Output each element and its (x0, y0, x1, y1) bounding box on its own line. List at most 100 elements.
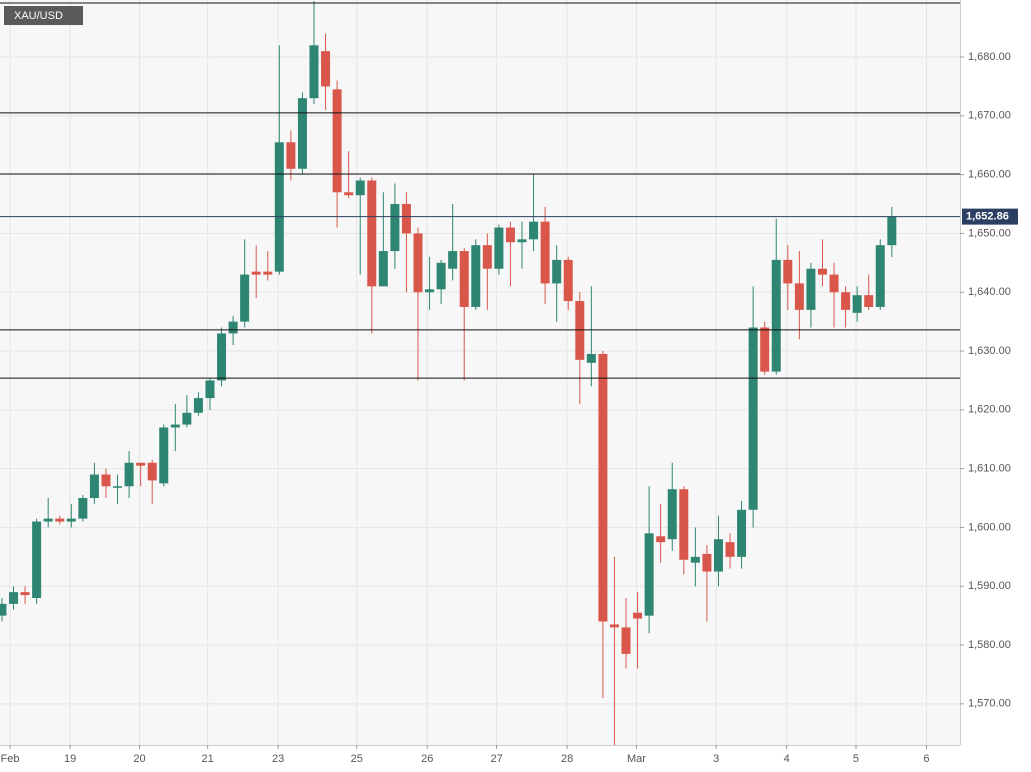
candle-body (9, 592, 19, 604)
x-tick-label: 23 (272, 753, 284, 765)
x-tick-label: 5 (853, 753, 859, 765)
title-box (4, 6, 83, 25)
candle-body (147, 462, 157, 481)
x-tick-label: 6 (923, 753, 929, 765)
candle-body (875, 245, 885, 307)
x-tick-label: 25 (351, 753, 363, 765)
candle-body (529, 221, 539, 240)
candle-body (413, 233, 423, 293)
candle-body (725, 542, 735, 557)
x-tick-label: 26 (421, 753, 433, 765)
candle-body (297, 98, 307, 169)
candle-body (89, 474, 99, 499)
candle-body (436, 262, 446, 290)
y-tick-label: 1,630.00 (968, 345, 1011, 357)
candle-body (817, 268, 827, 275)
candle-body (113, 486, 123, 488)
candle-body (78, 498, 88, 519)
x-tick-label: 21 (202, 753, 214, 765)
candle-body (0, 603, 7, 616)
candle-body (575, 301, 585, 360)
candle-body (713, 539, 723, 572)
candle-body (633, 612, 643, 619)
candle-body (344, 192, 354, 196)
x-tick-label: Mar (627, 753, 646, 765)
last-price-tag (962, 208, 1018, 225)
candle-body (679, 489, 689, 560)
candle-body (621, 627, 631, 654)
candle-body (182, 412, 192, 425)
x-tick-label: 3 (713, 753, 719, 765)
candle-body (448, 251, 458, 269)
candle-body (829, 274, 839, 293)
y-tick-label: 1,580.00 (968, 639, 1011, 651)
candle-body (251, 271, 261, 275)
candle-body (517, 239, 527, 243)
candle-body (887, 216, 897, 246)
candle-body (471, 245, 481, 307)
candle-body (552, 259, 562, 284)
candle-body (309, 45, 319, 99)
candle-body (332, 89, 342, 193)
plot-area (0, 0, 960, 745)
chart-title: XAU/USD (14, 10, 63, 22)
y-tick-label: 1,590.00 (968, 580, 1011, 592)
marks (0, 1, 897, 745)
y-tick-label: 1,610.00 (968, 463, 1011, 475)
candle-body (540, 221, 550, 284)
candle-body (667, 489, 677, 540)
candle-body (217, 333, 227, 381)
candle-body (760, 327, 770, 372)
x-tick-label: 4 (784, 753, 790, 765)
candle-body (702, 553, 712, 572)
candle-body (66, 518, 76, 522)
candle-body (240, 274, 250, 322)
y-tick-label: 1,670.00 (968, 110, 1011, 122)
candle-body (505, 227, 515, 243)
last-price-label: 1,652.86 (966, 211, 1009, 223)
x-tick-label: 20 (133, 753, 145, 765)
candle-body (32, 521, 42, 598)
candle-body (783, 259, 793, 284)
candle-body (748, 327, 758, 510)
grid (0, 0, 960, 745)
candle-body (378, 251, 388, 287)
candle-body (690, 556, 700, 563)
candle-body (771, 259, 781, 372)
candle-body (494, 227, 504, 269)
candle-body (170, 424, 180, 428)
candle-body (482, 245, 492, 269)
candle-body (794, 283, 804, 310)
candle-body (20, 592, 30, 596)
candle-body (321, 51, 331, 87)
candle-body (852, 295, 862, 313)
candle-body (390, 204, 400, 252)
candle-body (136, 462, 146, 466)
candle-body (55, 518, 65, 522)
candle-body (274, 142, 284, 272)
y-tick-label: 1,600.00 (968, 521, 1011, 533)
y-tick-label: 1,660.00 (968, 169, 1011, 181)
y-tick-label: 1,570.00 (968, 698, 1011, 710)
candle-body (101, 474, 111, 487)
candle-body (459, 251, 469, 307)
x-tick-label: 19 (64, 753, 76, 765)
candle-body (193, 398, 203, 413)
candle-body (644, 533, 654, 616)
candle-body (864, 295, 874, 307)
candle-body (43, 518, 53, 522)
x-tick-label: Feb (1, 753, 20, 765)
candle-body (737, 509, 747, 557)
candle-body (263, 271, 273, 275)
x-tick-label: 27 (490, 753, 502, 765)
candle-body (355, 180, 365, 196)
candle-body (609, 624, 619, 628)
candle-body (228, 321, 238, 334)
candle-body (656, 536, 666, 543)
y-tick-label: 1,680.00 (968, 51, 1011, 63)
y-tick-label: 1,640.00 (968, 286, 1011, 298)
y-tick-label: 1,620.00 (968, 404, 1011, 416)
candle-body (598, 353, 608, 622)
